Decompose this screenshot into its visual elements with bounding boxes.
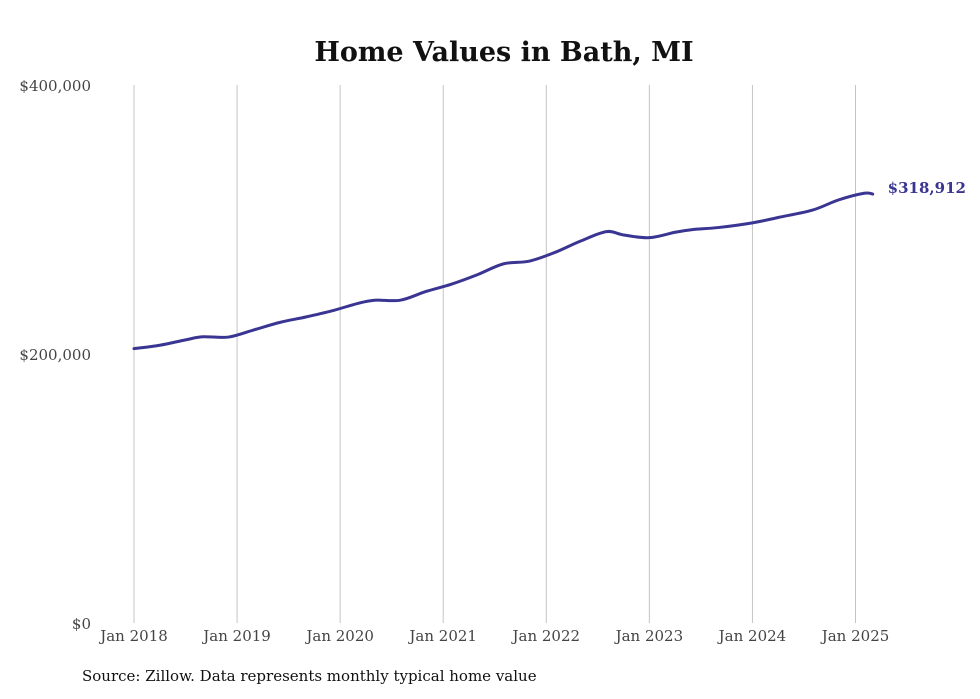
x-tick-label: Jan 2019	[201, 627, 271, 645]
source-note: Source: Zillow. Data represents monthly …	[82, 667, 537, 685]
y-tick-label: $0	[72, 615, 91, 633]
x-tick-label: Jan 2021	[407, 627, 477, 645]
x-tick-label: Jan 2020	[304, 627, 374, 645]
x-tick-label: Jan 2025	[820, 627, 890, 645]
x-tick-label: Jan 2024	[717, 627, 787, 645]
y-axis-ticks: $0 $200,000 $400,000	[19, 77, 91, 633]
home-value-series-line	[132, 191, 875, 351]
latest-value-label: $318,912	[888, 179, 966, 197]
y-tick-label: $200,000	[19, 346, 91, 364]
x-tick-label: Jan 2022	[511, 627, 581, 645]
x-tick-label: Jan 2018	[98, 627, 168, 645]
x-tick-label: Jan 2023	[614, 627, 684, 645]
chart-title: Home Values in Bath, MI	[314, 37, 693, 68]
grid-lines	[133, 85, 856, 623]
y-tick-label: $400,000	[19, 77, 91, 95]
x-axis-ticks: Jan 2018 Jan 2019 Jan 2020 Jan 2021 Jan 2022…	[98, 627, 889, 645]
